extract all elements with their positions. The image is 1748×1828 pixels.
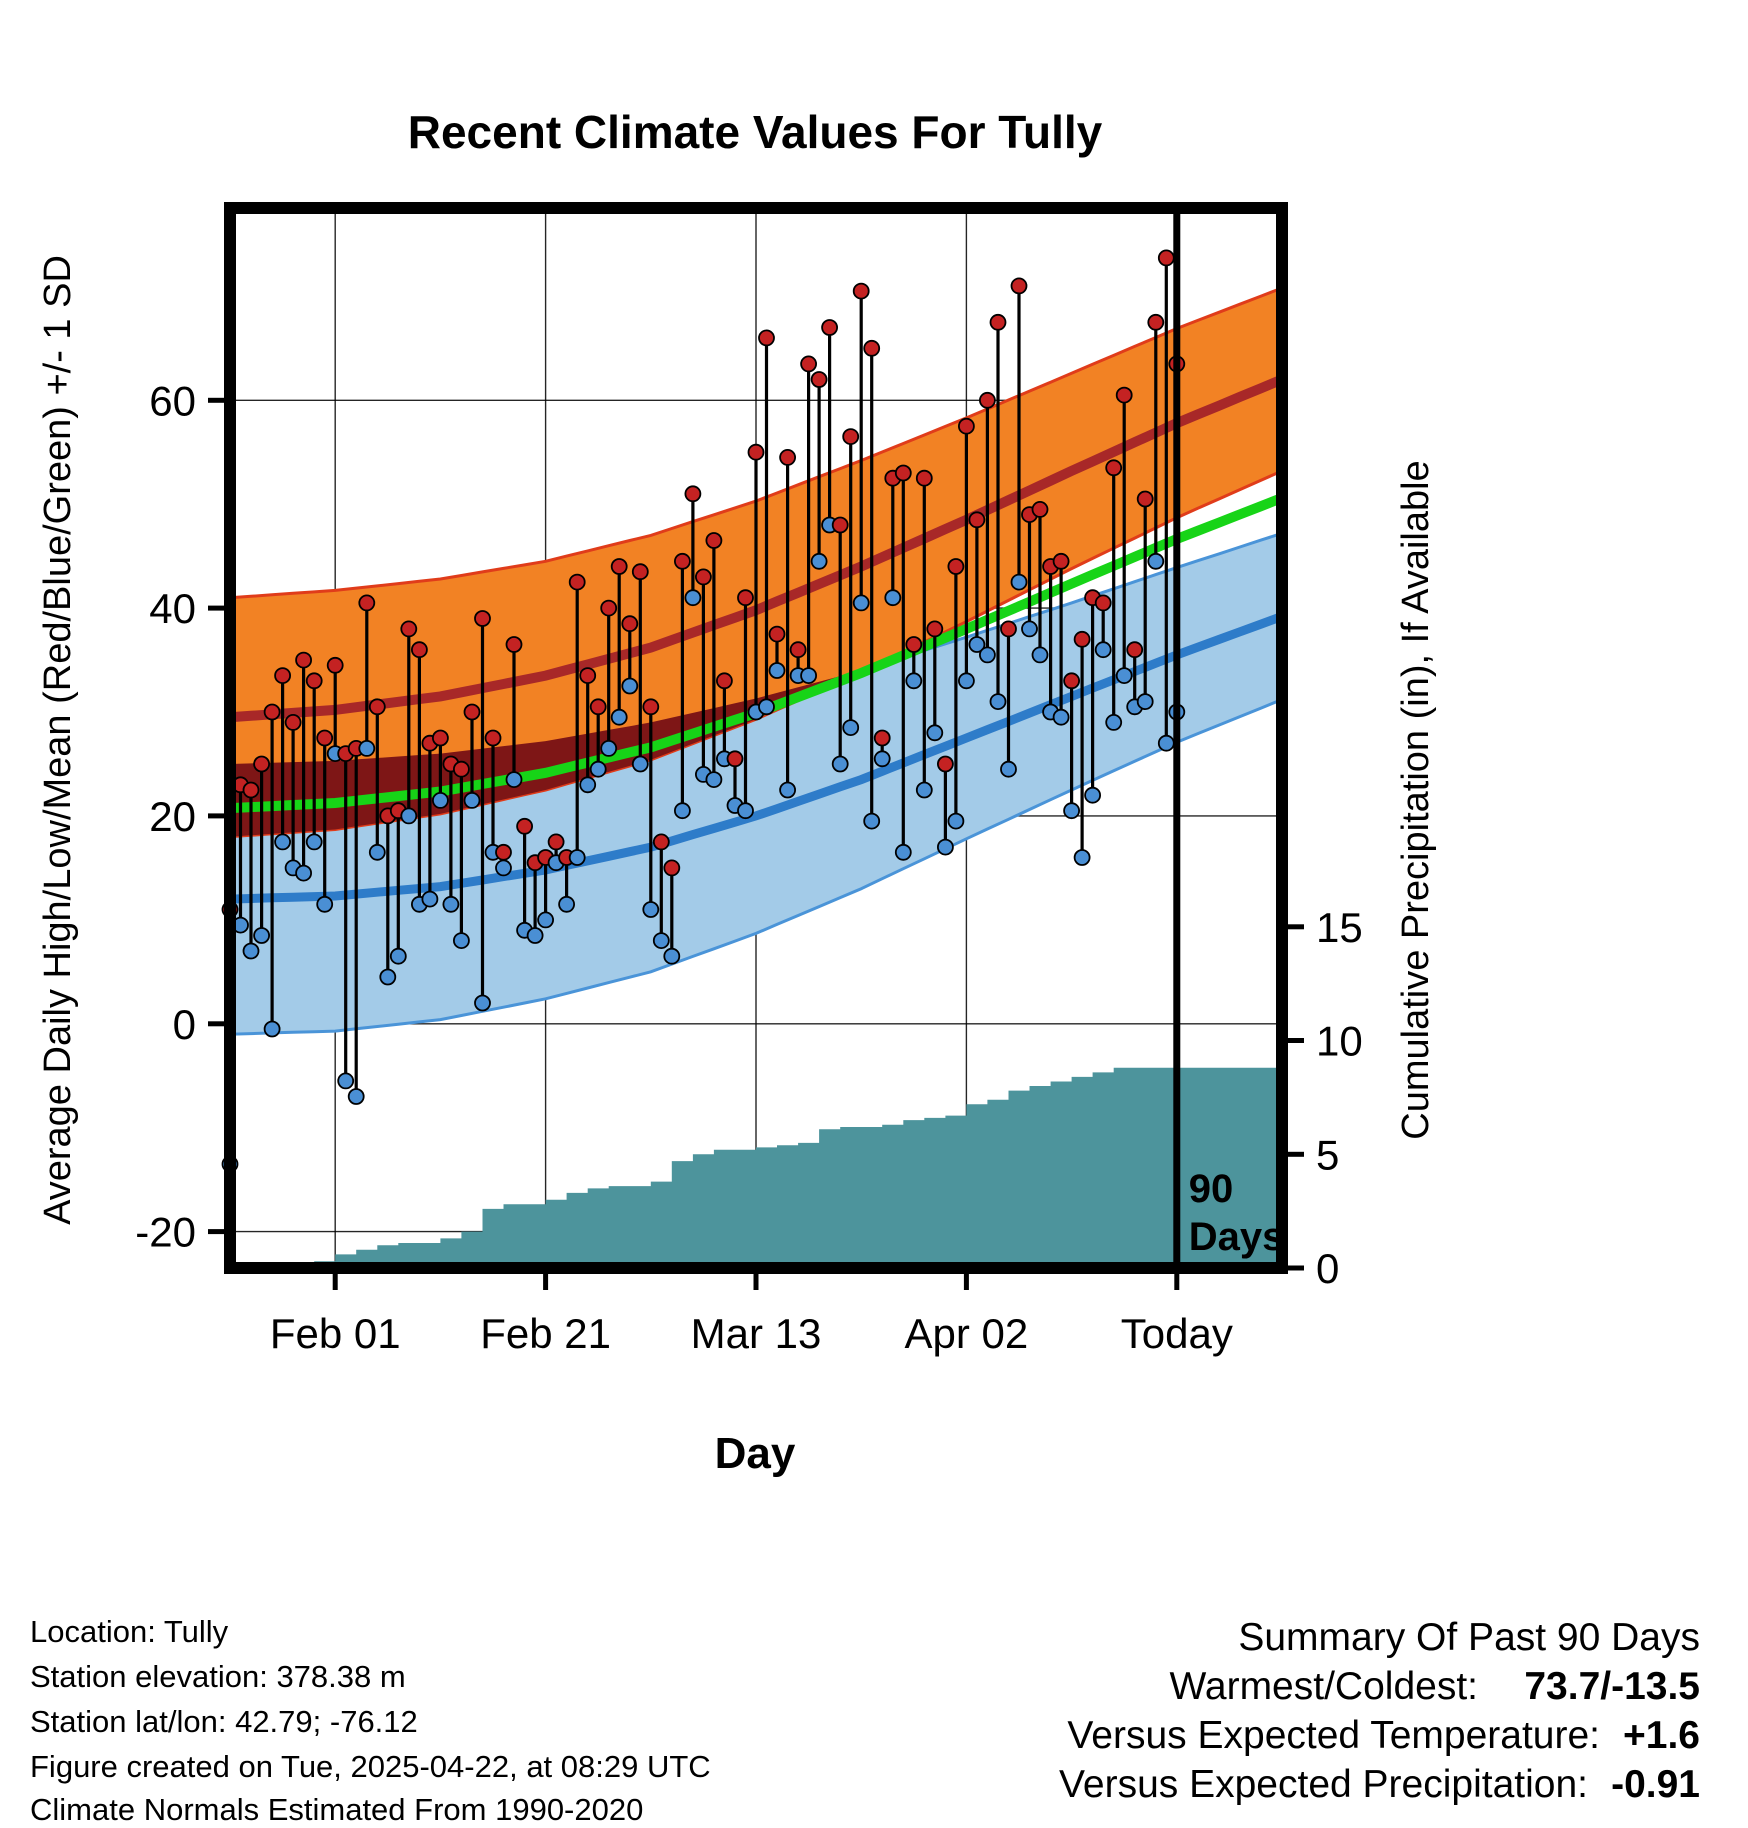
svg-text:40: 40	[149, 585, 196, 632]
svg-text:Today: Today	[1121, 1310, 1233, 1357]
svg-text:Feb 01: Feb 01	[270, 1310, 401, 1357]
ninety-day-label-bottom: Days	[1189, 1215, 1285, 1259]
ninety-day-label-top: 90	[1189, 1167, 1234, 1211]
axis-ticks-and-labels: -20 0 20 40 60 0 5 10 15 Feb 01 Feb 21 Mar 13 Apr 02…	[135, 377, 1362, 1357]
daily-dots	[221, 249, 1186, 1173]
chart-title: Recent Climate Values For Tully	[408, 106, 1103, 158]
svg-text:5: 5	[1316, 1131, 1339, 1178]
svg-text:60: 60	[149, 377, 196, 424]
footer-elevation: Station elevation: 378.38 m	[30, 1659, 406, 1694]
svg-text:15: 15	[1316, 904, 1363, 951]
low-mean-line	[225, 611, 1287, 904]
footer-location: Location: Tully	[30, 1614, 229, 1649]
y-axis-label-right: Cumulative Precipitation (in), If Availa…	[1395, 460, 1437, 1139]
precip-area	[293, 1067, 1283, 1268]
summary-precip-value: -0.91	[1611, 1763, 1700, 1806]
svg-text:10: 10	[1316, 1018, 1363, 1065]
plot-border	[224, 202, 1288, 1274]
svg-text:Mar 13: Mar 13	[691, 1310, 822, 1357]
summary-heading: Summary Of Past 90 Days	[1238, 1616, 1700, 1659]
svg-text:0: 0	[1316, 1245, 1339, 1292]
y-axis-label-left: Average Daily High/Low/Mean (Red/Blue/Gr…	[37, 255, 79, 1225]
summary-temp-label: Versus Expected Temperature:	[1067, 1714, 1600, 1757]
x-axis-label: Day	[715, 1429, 796, 1478]
footer-normals: Climate Normals Estimated From 1990-2020	[30, 1792, 643, 1827]
summary-warmest-label: Warmest/Coldest:	[1170, 1665, 1478, 1708]
svg-text:-20: -20	[135, 1209, 196, 1256]
summary-temp-value: +1.6	[1623, 1714, 1700, 1757]
footer-created: Figure created on Tue, 2025-04-22, at 08…	[30, 1749, 711, 1784]
summary-precip-label: Versus Expected Precipitation:	[1059, 1763, 1588, 1806]
svg-text:0: 0	[173, 1001, 196, 1048]
svg-text:20: 20	[149, 793, 196, 840]
svg-text:Feb 21: Feb 21	[480, 1310, 611, 1357]
daily-stems	[228, 257, 1179, 1165]
footer-latlon: Station lat/lon: 42.79; -76.12	[30, 1704, 418, 1739]
svg-text:Apr 02: Apr 02	[905, 1310, 1029, 1357]
summary-warmest-value: 73.7/-13.5	[1524, 1665, 1700, 1708]
